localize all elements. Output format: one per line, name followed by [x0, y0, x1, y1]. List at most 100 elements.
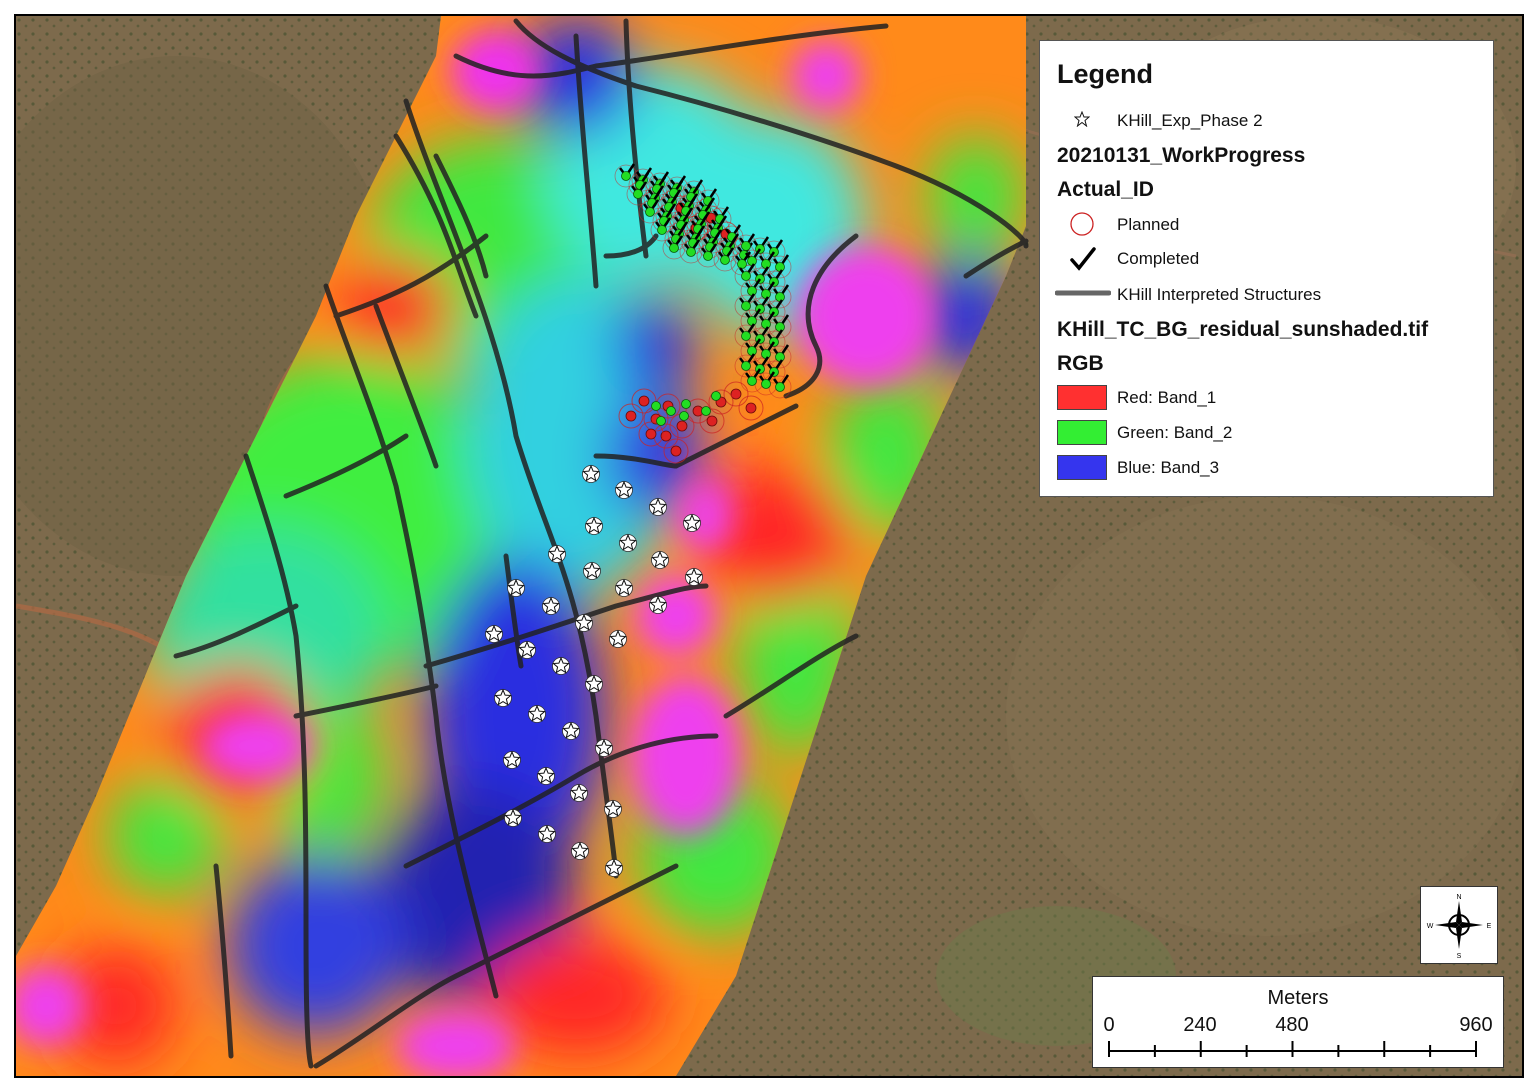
- planned-halo: [663, 438, 689, 464]
- completed-point: [747, 376, 757, 386]
- scale-tick-label-240: 240: [1183, 1014, 1217, 1036]
- white-star-icon: [1074, 111, 1090, 127]
- phase2-stars: [485, 464, 703, 877]
- phase2-star: [619, 533, 637, 551]
- planned-halo: [738, 395, 764, 421]
- legend-heading-actual-id: Actual_ID: [1057, 178, 1154, 201]
- phase2-star: [615, 578, 633, 596]
- completed-point: [747, 316, 757, 326]
- phase2-star: [585, 674, 603, 692]
- completed-point: [656, 416, 666, 426]
- phase2-star: [609, 629, 627, 647]
- blue-band-swatch: [1057, 455, 1107, 480]
- scale-bar: Meters 0 240 480 960: [1092, 976, 1504, 1068]
- completed-point: [701, 406, 711, 416]
- compass-icon: N S E W: [1427, 894, 1492, 960]
- scale-bar-ruler: [1108, 1041, 1477, 1057]
- phase2-star: [507, 578, 525, 596]
- completed-point: [737, 259, 747, 269]
- phase2-star: [651, 550, 669, 568]
- check-mark-icon: [1070, 247, 1096, 271]
- phase2-star: [542, 596, 560, 614]
- completed-point: [621, 171, 631, 181]
- legend-label-blue-band: Blue: Band_3: [1117, 458, 1220, 477]
- completed-point: [775, 322, 785, 332]
- completed-point: [669, 243, 679, 253]
- completed-point: [711, 391, 721, 401]
- north-label: N: [1456, 894, 1461, 901]
- planned-point: [645, 428, 657, 440]
- west-label: W: [1427, 923, 1434, 930]
- phase2-star: [595, 738, 613, 756]
- scale-tick-label-480: 480: [1275, 1014, 1309, 1036]
- completed-point: [747, 346, 757, 356]
- completed-point: [761, 349, 771, 359]
- east-label: E: [1487, 923, 1492, 930]
- phase2-star: [649, 497, 667, 515]
- completed-point: [741, 271, 751, 281]
- completed-point: [761, 379, 771, 389]
- legend-label-green-band: Green: Band_2: [1117, 423, 1233, 442]
- phase2-star: [685, 567, 703, 585]
- red-circle-icon: [1070, 212, 1094, 236]
- green-band-swatch: [1057, 420, 1107, 445]
- planned-point: [745, 402, 757, 414]
- completed-point: [666, 406, 676, 416]
- planned-point: [660, 430, 672, 442]
- planned-halo: [631, 388, 657, 414]
- completed-points: [619, 163, 790, 426]
- phase2-star: [570, 783, 588, 801]
- completed-point: [747, 286, 757, 296]
- red-band-swatch: [1057, 385, 1107, 410]
- north-arrow: N S E W: [1420, 886, 1498, 964]
- completed-point: [679, 411, 689, 421]
- completed-point: [741, 241, 751, 251]
- legend-panel: Legend KHill_Exp_Phase 2 20210131_WorkPr…: [1039, 40, 1494, 497]
- completed-point: [651, 401, 661, 411]
- legend-label-structures: KHill Interpreted Structures: [1117, 285, 1322, 304]
- planned-point: [638, 395, 650, 407]
- phase2-star: [538, 824, 556, 842]
- completed-point: [741, 361, 751, 371]
- scale-bar-title: Meters: [1267, 987, 1329, 1009]
- completed-point: [681, 399, 691, 409]
- completed-point: [633, 189, 643, 199]
- completed-point: [686, 247, 696, 257]
- phase2-star: [504, 808, 522, 826]
- phase2-star: [575, 613, 593, 631]
- completed-point: [775, 262, 785, 272]
- completed-point: [761, 319, 771, 329]
- phase2-star: [615, 480, 633, 498]
- legend-heading-workprogress: 20210131_WorkProgress: [1057, 144, 1306, 167]
- phase2-star: [485, 624, 503, 642]
- completed-point: [775, 352, 785, 362]
- phase2-star: [683, 513, 701, 531]
- phase2-star: [562, 721, 580, 739]
- phase2-star: [604, 799, 622, 817]
- planned-point: [676, 420, 688, 432]
- planned-halo: [618, 403, 644, 429]
- planned-halo: [723, 381, 749, 407]
- legend-label-phase2: KHill_Exp_Phase 2: [1117, 111, 1263, 130]
- scale-tick-label-0: 0: [1103, 1014, 1115, 1036]
- legend-label-completed: Completed: [1117, 249, 1200, 268]
- scale-tick-label-960: 960: [1459, 1014, 1493, 1036]
- completed-point: [657, 225, 667, 235]
- planned-point: [730, 388, 742, 400]
- gray-line-icon: [1055, 290, 1111, 296]
- phase2-star: [585, 516, 603, 534]
- planned-point: [706, 415, 718, 427]
- planned-point: [670, 445, 682, 457]
- completed-point: [741, 331, 751, 341]
- phase2-star: [518, 640, 536, 658]
- legend-heading-raster: KHill_TC_BG_residual_sunshaded.tif: [1057, 318, 1429, 341]
- planned-halo: [638, 421, 664, 447]
- completed-point: [720, 255, 730, 265]
- completed-point: [775, 382, 785, 392]
- phase2-star: [503, 750, 521, 768]
- phase2-star: [571, 841, 589, 859]
- phase2-star: [537, 766, 555, 784]
- south-label: S: [1457, 953, 1462, 960]
- planned-halo: [614, 164, 638, 188]
- legend-label-red-band: Red: Band_1: [1117, 388, 1217, 407]
